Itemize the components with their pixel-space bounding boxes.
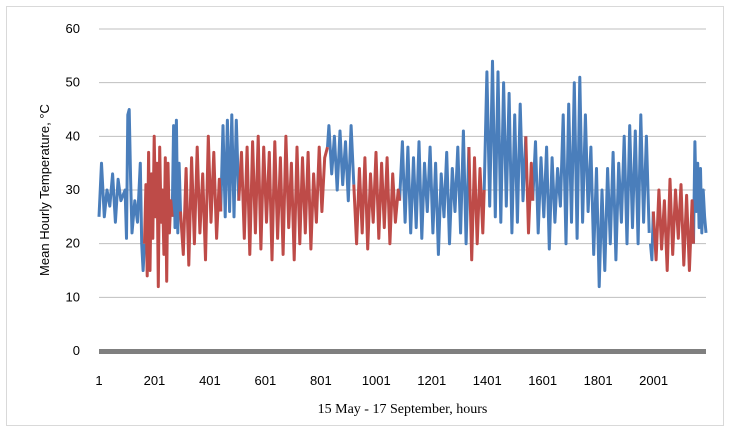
x-tick-label: 1001 — [362, 373, 391, 388]
y-tick-label: 60 — [66, 21, 80, 36]
series-group — [97, 59, 708, 289]
series-red-segment-6 — [651, 177, 695, 272]
y-tick-label: 20 — [66, 236, 80, 251]
series-red-segment-0 — [143, 134, 174, 289]
x-axis-label: 15 May - 17 September, hours — [318, 402, 488, 417]
series-blue-segment-4 — [398, 129, 471, 256]
series-red-segment-5 — [524, 136, 535, 235]
series-red-segment-4 — [467, 147, 486, 262]
x-axis-baseline — [99, 349, 706, 354]
y-tick-label: 0 — [73, 343, 80, 358]
y-axis-ticks: 0 10 20 30 40 50 60 — [66, 21, 80, 358]
series-red-segment-1 — [179, 134, 223, 267]
series-blue-segment-8 — [692, 140, 708, 244]
y-tick-label: 40 — [66, 128, 80, 143]
series-blue-segment-6 — [531, 75, 651, 289]
series-blue-segment-1 — [170, 118, 182, 235]
x-axis-ticks: 1 201 401 601 801 1001 1201 1401 1601 1801 2001 — [95, 373, 668, 388]
y-tick-label: 30 — [66, 182, 80, 197]
series-red-segment-2 — [237, 134, 329, 262]
x-tick-label: 201 — [144, 373, 166, 388]
x-tick-label: 1601 — [528, 373, 557, 388]
x-tick-label: 401 — [199, 373, 221, 388]
series-blue-segment-0 — [97, 108, 146, 272]
x-tick-label: 1401 — [473, 373, 502, 388]
x-tick-label: 1 — [95, 373, 102, 388]
y-tick-label: 50 — [66, 75, 80, 90]
x-tick-label: 801 — [310, 373, 332, 388]
series-red-segment-3 — [352, 150, 402, 251]
x-tick-label: 1201 — [417, 373, 446, 388]
series-blue-segment-3 — [326, 124, 356, 203]
y-tick-label: 10 — [66, 289, 80, 304]
x-tick-label: 2001 — [639, 373, 668, 388]
series-blue-segment-2 — [219, 113, 241, 219]
x-tick-label: 1801 — [584, 373, 613, 388]
y-axis-label: Mean Hourly Temperature, °C — [37, 104, 52, 276]
series-blue-segment-5 — [482, 59, 528, 235]
x-tick-label: 601 — [255, 373, 277, 388]
